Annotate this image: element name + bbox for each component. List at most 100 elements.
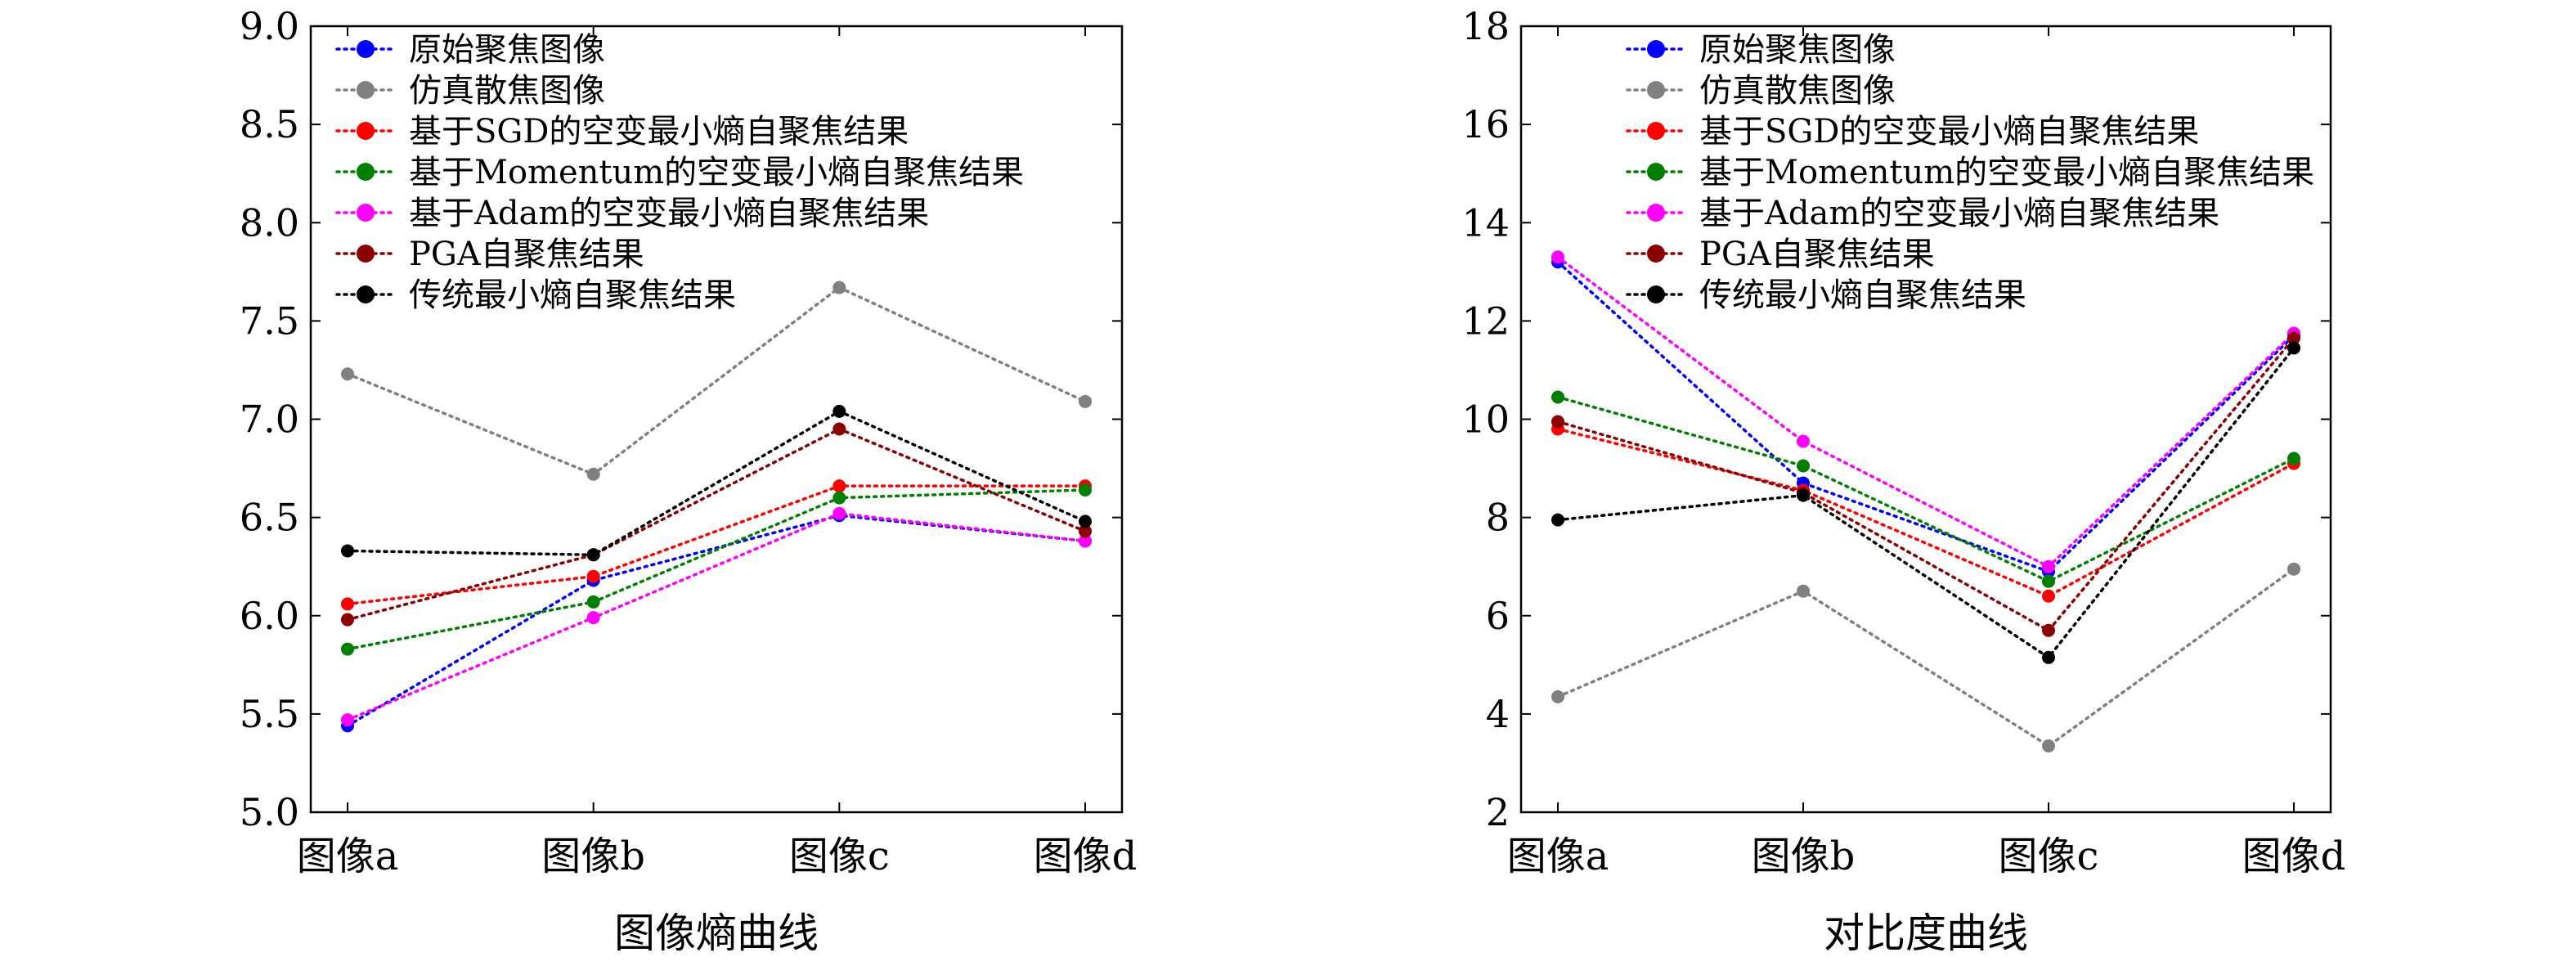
data-point (832, 422, 846, 436)
legend-label: PGA自聚焦结果 (409, 236, 644, 273)
data-point (1079, 514, 1092, 528)
legend-label: 仿真散焦图像 (409, 72, 605, 110)
series-4 (1551, 390, 2300, 588)
series-7 (341, 404, 1092, 562)
y-tick-label: 6.5 (240, 496, 299, 540)
series-line (1556, 336, 2296, 633)
data-point (586, 595, 600, 609)
series-5 (341, 506, 1092, 727)
series-line (1556, 346, 2296, 660)
data-point (832, 281, 846, 294)
y-tick-label: 18 (1461, 4, 1510, 48)
data-point (1079, 534, 1092, 548)
data-point (1551, 513, 1564, 527)
x-tick-label: 图像a (297, 833, 399, 879)
series-line (346, 484, 1087, 606)
series-line (1556, 260, 2296, 573)
y-tick-label: 9.0 (240, 4, 299, 48)
x-axis-label: 对比度曲线 (1824, 910, 2028, 957)
legend-label: 基于Adam的空变最小熵自聚焦结果 (1699, 195, 2219, 232)
data-point (1551, 415, 1564, 429)
data-point (2042, 650, 2055, 664)
data-point (1797, 584, 1810, 598)
series-line (346, 514, 1087, 728)
legend-label: 传统最小熵自聚焦结果 (1699, 276, 2026, 314)
series-4 (341, 483, 1092, 656)
legend: 原始聚焦图像仿真散焦图像基于SGD的空变最小熵自聚焦结果基于Momentum的空… (1626, 31, 2314, 314)
data-point (832, 506, 846, 520)
series-6 (341, 422, 1092, 627)
y-tick-label: 6.0 (240, 594, 299, 638)
x-tick-label: 图像b (1752, 833, 1856, 879)
y-tick-label: 7.5 (240, 299, 299, 343)
legend-label: 仿真散焦图像 (1699, 72, 1896, 110)
legend-marker (357, 204, 375, 222)
data-point (341, 613, 354, 627)
legend-marker (357, 122, 375, 140)
x-tick-label: 图像d (2242, 833, 2346, 879)
data-point (1551, 390, 1564, 404)
data-point (586, 548, 600, 562)
x-tick-label: 图像c (1999, 833, 2099, 879)
data-point (1551, 250, 1564, 264)
data-point (832, 479, 846, 493)
data-point (586, 467, 600, 481)
series-line (1556, 427, 2296, 598)
legend-label: 基于Momentum的空变最小熵自聚焦结果 (409, 154, 1024, 191)
legend-label: 基于Momentum的空变最小熵自聚焦结果 (1699, 154, 2314, 191)
data-point (2287, 341, 2300, 355)
data-point (1797, 434, 1810, 448)
series-line (346, 488, 1087, 651)
data-point (1079, 394, 1092, 408)
data-point (2042, 589, 2055, 603)
series-line (346, 409, 1087, 557)
series-line (346, 427, 1087, 622)
data-point (341, 597, 354, 611)
legend-marker (1647, 245, 1665, 263)
legend-label: 基于SGD的空变最小熵自聚焦结果 (409, 113, 909, 151)
series-6 (1551, 331, 2300, 637)
legend-marker (1647, 40, 1665, 58)
legend-marker (357, 285, 375, 303)
data-point (1797, 488, 1810, 502)
x-tick-label: 图像a (1507, 833, 1609, 879)
data-point (586, 611, 600, 625)
y-tick-label: 8 (1486, 496, 1510, 540)
legend-marker (357, 81, 375, 99)
data-point (2287, 562, 2300, 576)
y-tick-label: 6 (1486, 594, 1510, 638)
legend-marker (357, 245, 375, 263)
series-line (1556, 255, 2296, 568)
data-point (341, 713, 354, 727)
data-point (1551, 690, 1564, 703)
legend-label: PGA自聚焦结果 (1699, 236, 1935, 273)
y-tick-label: 12 (1461, 299, 1510, 343)
data-point (341, 544, 354, 558)
legend-label: 原始聚焦图像 (1699, 31, 1896, 69)
series-1 (341, 509, 1092, 733)
data-point (2287, 331, 2300, 345)
chart-2: 2 4 6 8 10 12 14 16 18 图像a 图像b 图像c 图像d 对比度曲线 原始聚焦图像仿真散… (1461, 4, 2345, 957)
legend-marker (1647, 163, 1665, 181)
series-line (1556, 395, 2296, 583)
y-tick-label: 7.0 (240, 398, 299, 442)
y-tick-label: 8.0 (240, 200, 299, 245)
y-tick-label: 10 (1461, 398, 1510, 442)
y-tick-label: 4 (1486, 692, 1510, 736)
legend-label: 基于Adam的空变最小熵自聚焦结果 (409, 195, 929, 232)
series-line (1556, 567, 2296, 748)
x-tick-label: 图像c (789, 833, 890, 879)
legend-marker (1647, 285, 1665, 303)
series-2 (1551, 562, 2300, 753)
legend: 原始聚焦图像仿真散焦图像基于SGD的空变最小熵自聚焦结果基于Momentum的空… (335, 31, 1024, 314)
data-point (2042, 623, 2055, 637)
legend-marker (1647, 122, 1665, 140)
x-tick-label: 图像d (1034, 833, 1138, 879)
x-tick-label: 图像b (541, 833, 645, 879)
data-point (586, 569, 600, 583)
series-line (346, 285, 1087, 476)
data-point (2042, 559, 2055, 573)
series-7 (1551, 341, 2300, 664)
legend-marker (357, 40, 375, 58)
